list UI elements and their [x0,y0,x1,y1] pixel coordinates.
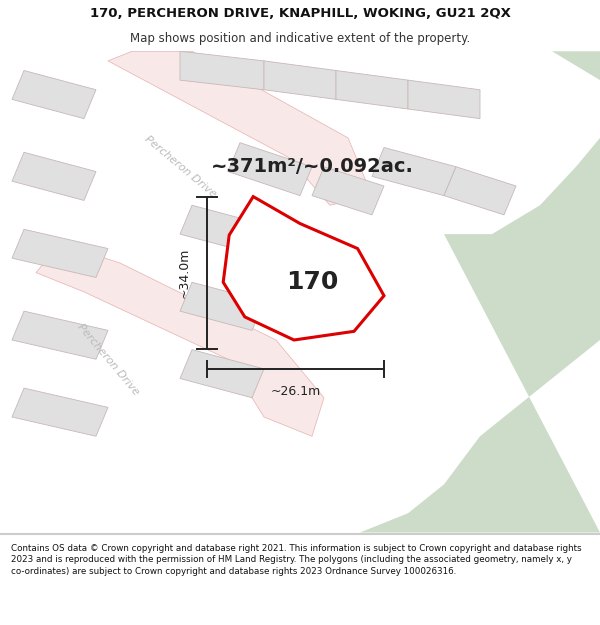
Polygon shape [408,80,480,119]
Polygon shape [12,311,108,359]
Polygon shape [360,138,600,532]
Polygon shape [264,61,336,99]
Text: Contains OS data © Crown copyright and database right 2021. This information is : Contains OS data © Crown copyright and d… [11,544,581,576]
Text: 170, PERCHERON DRIVE, KNAPHILL, WOKING, GU21 2QX: 170, PERCHERON DRIVE, KNAPHILL, WOKING, … [89,7,511,20]
Polygon shape [12,71,96,119]
Polygon shape [12,388,108,436]
Polygon shape [264,224,336,272]
Polygon shape [180,205,264,253]
Text: Percheron Drive: Percheron Drive [142,134,218,199]
Polygon shape [108,51,372,205]
Polygon shape [12,229,108,278]
Polygon shape [312,167,384,215]
Text: ~26.1m: ~26.1m [271,386,320,399]
Polygon shape [180,349,264,398]
Text: ~371m²/~0.092ac.: ~371m²/~0.092ac. [211,158,413,176]
Polygon shape [180,282,264,331]
Text: 170: 170 [286,270,338,294]
Polygon shape [223,197,384,340]
Polygon shape [228,142,312,196]
Text: Percheron Drive: Percheron Drive [75,322,141,397]
Polygon shape [444,167,516,215]
Polygon shape [552,51,600,80]
Polygon shape [12,152,96,201]
Text: ~34.0m: ~34.0m [178,248,191,298]
Polygon shape [336,71,408,109]
Polygon shape [372,148,456,196]
Text: Map shows position and indicative extent of the property.: Map shows position and indicative extent… [130,32,470,46]
Polygon shape [180,51,264,90]
Polygon shape [36,244,324,436]
